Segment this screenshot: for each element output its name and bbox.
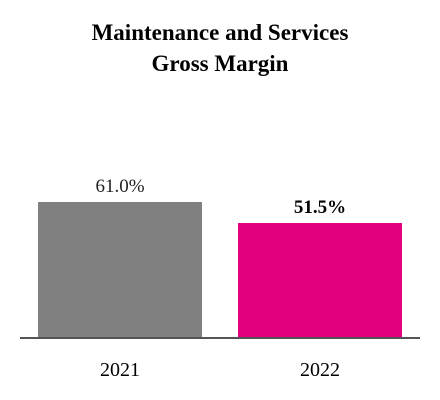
chart-title: Maintenance and Services Gross Margin	[0, 17, 440, 79]
bar-2022	[238, 223, 402, 337]
chart-title-line-1: Maintenance and Services	[91, 20, 349, 45]
data-label-2022: 51.5%	[294, 197, 346, 218]
x-tick-label-2022: 2022	[300, 359, 340, 381]
data-label-2021: 61.0%	[95, 176, 144, 197]
x-tick-label-2021: 2021	[100, 359, 140, 381]
bar-2021	[38, 202, 202, 337]
chart-title-line-2: Gross Margin	[151, 51, 289, 76]
